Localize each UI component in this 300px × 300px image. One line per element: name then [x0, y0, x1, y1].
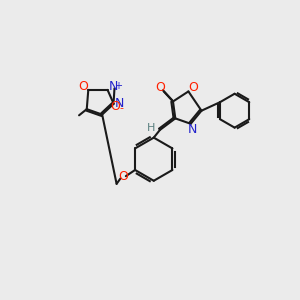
Text: N: N — [115, 97, 124, 110]
Text: O: O — [110, 100, 120, 113]
Text: N: N — [108, 80, 118, 92]
Text: O: O — [79, 80, 88, 93]
Text: N: N — [188, 123, 197, 136]
Text: O: O — [118, 170, 128, 183]
Text: O: O — [155, 81, 165, 94]
Text: +: + — [114, 81, 122, 91]
Text: O: O — [188, 81, 198, 94]
Text: -: - — [119, 103, 123, 113]
Text: H: H — [146, 123, 155, 134]
